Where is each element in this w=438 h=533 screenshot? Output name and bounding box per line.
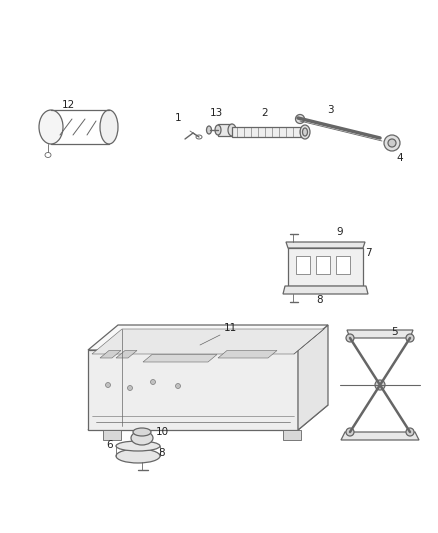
Polygon shape: [100, 351, 121, 358]
Bar: [296, 256, 310, 274]
Ellipse shape: [406, 334, 414, 342]
Bar: [336, 256, 350, 274]
Ellipse shape: [388, 139, 396, 147]
Text: 7: 7: [365, 248, 371, 258]
Ellipse shape: [406, 428, 414, 436]
Polygon shape: [92, 329, 324, 354]
Polygon shape: [298, 325, 328, 430]
Polygon shape: [143, 354, 217, 362]
Text: 11: 11: [223, 323, 237, 333]
Text: 3: 3: [327, 105, 333, 115]
Polygon shape: [218, 351, 277, 358]
Ellipse shape: [346, 334, 354, 342]
Text: 12: 12: [61, 100, 74, 110]
Polygon shape: [347, 330, 413, 338]
Bar: [316, 256, 330, 274]
Bar: [103, 430, 121, 440]
Polygon shape: [341, 432, 419, 440]
Text: 5: 5: [392, 327, 398, 337]
Polygon shape: [283, 286, 368, 294]
Polygon shape: [88, 350, 298, 430]
Bar: [232, 127, 305, 137]
Text: 8: 8: [159, 448, 165, 458]
Polygon shape: [288, 248, 363, 286]
Text: 10: 10: [155, 427, 169, 437]
Ellipse shape: [384, 135, 400, 151]
Ellipse shape: [39, 110, 63, 144]
Ellipse shape: [346, 428, 354, 436]
Ellipse shape: [100, 110, 118, 144]
Bar: [218, 124, 232, 136]
Ellipse shape: [176, 384, 180, 389]
Ellipse shape: [215, 125, 221, 135]
Ellipse shape: [151, 379, 155, 384]
Text: 1: 1: [175, 113, 181, 123]
Text: 8: 8: [317, 295, 323, 305]
Polygon shape: [88, 325, 328, 350]
Ellipse shape: [375, 380, 385, 390]
Ellipse shape: [303, 128, 307, 136]
Text: 9: 9: [337, 227, 343, 237]
Polygon shape: [286, 242, 365, 248]
Ellipse shape: [296, 115, 304, 124]
Ellipse shape: [300, 125, 310, 139]
Text: 4: 4: [397, 153, 403, 163]
Ellipse shape: [133, 428, 151, 436]
Text: 13: 13: [209, 108, 223, 118]
Ellipse shape: [131, 431, 153, 445]
Bar: [283, 430, 301, 440]
Ellipse shape: [206, 126, 212, 134]
Ellipse shape: [127, 385, 133, 391]
Ellipse shape: [106, 383, 110, 387]
Ellipse shape: [228, 124, 236, 136]
Ellipse shape: [116, 449, 160, 463]
Text: 2: 2: [261, 108, 268, 118]
Ellipse shape: [116, 441, 160, 451]
Text: 6: 6: [107, 440, 113, 450]
Polygon shape: [116, 351, 137, 358]
Polygon shape: [88, 405, 328, 430]
